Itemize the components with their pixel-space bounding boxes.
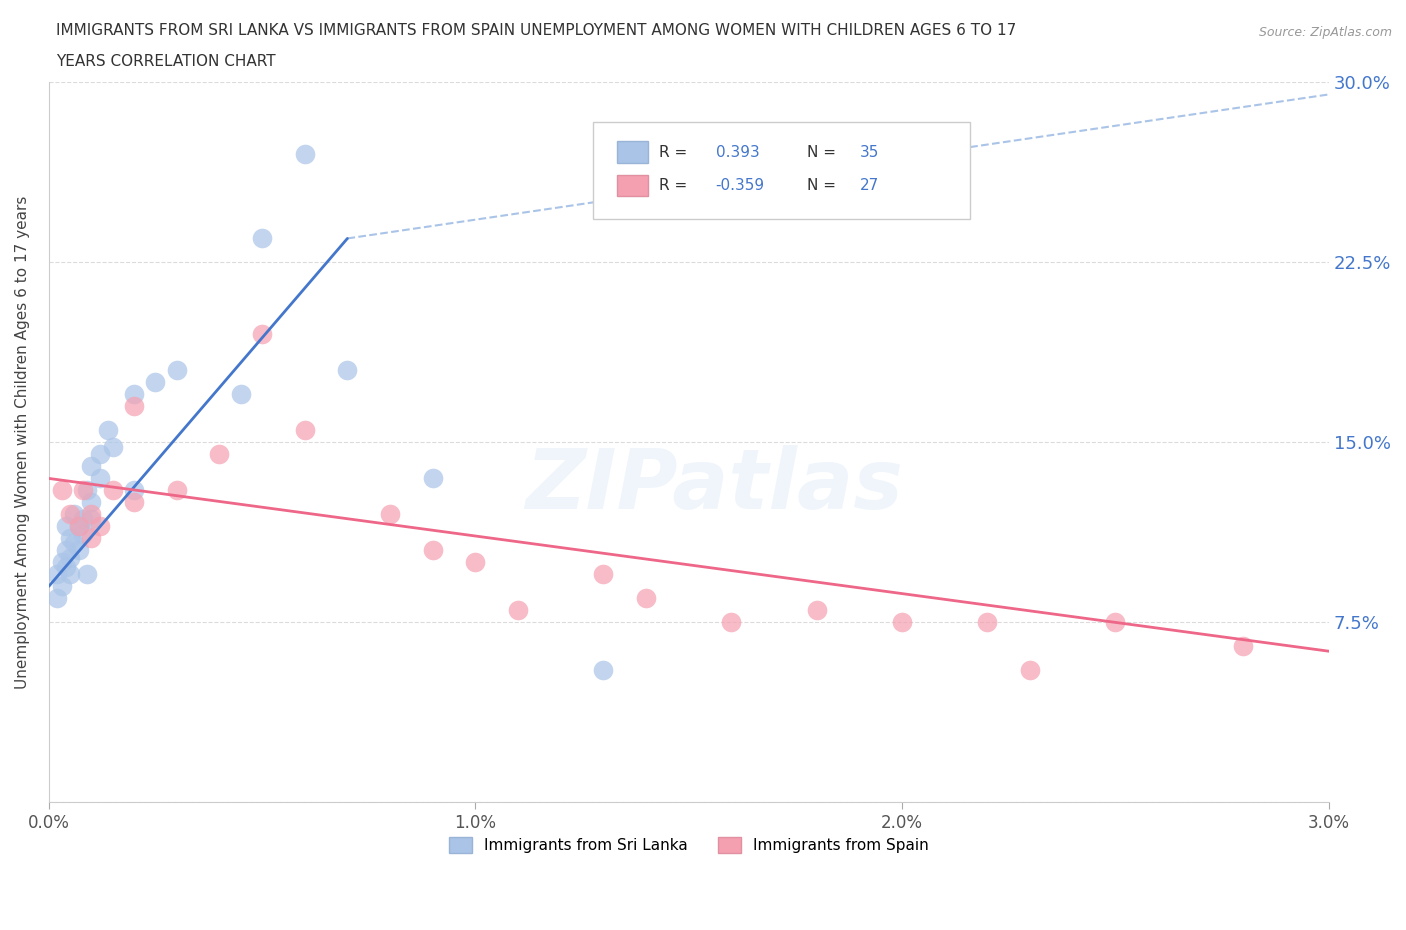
Point: [46, 567, 69, 582]
Point: [55, 543, 77, 558]
Point: [76, 567, 98, 582]
Point: [166, 483, 188, 498]
Point: [422, 471, 444, 485]
Point: [636, 591, 658, 605]
Point: [80, 507, 103, 522]
Point: [336, 363, 359, 378]
Point: [55, 560, 77, 575]
Text: R =: R =: [659, 145, 692, 160]
Point: [592, 567, 614, 582]
Point: [63, 507, 86, 522]
Text: 0.393: 0.393: [716, 145, 759, 160]
FancyBboxPatch shape: [617, 141, 648, 163]
Point: [294, 423, 316, 438]
Point: [806, 603, 828, 618]
Point: [145, 375, 167, 390]
Point: [80, 531, 103, 546]
Point: [122, 495, 145, 510]
Point: [976, 615, 998, 630]
Point: [208, 447, 231, 462]
Y-axis label: Unemployment Among Women with Children Ages 6 to 17 years: Unemployment Among Women with Children A…: [15, 195, 30, 689]
Point: [80, 459, 103, 474]
Text: N =: N =: [807, 145, 841, 160]
Point: [80, 495, 103, 510]
Point: [592, 663, 614, 678]
Point: [72, 526, 94, 541]
Point: [97, 423, 120, 438]
Text: R =: R =: [659, 178, 692, 193]
Point: [166, 363, 188, 378]
Point: [378, 507, 401, 522]
Point: [63, 536, 86, 551]
Point: [89, 447, 111, 462]
Point: [59, 531, 82, 546]
Text: Source: ZipAtlas.com: Source: ZipAtlas.com: [1258, 26, 1392, 39]
Point: [720, 615, 742, 630]
Text: 27: 27: [860, 178, 880, 193]
Point: [294, 147, 316, 162]
Point: [76, 483, 98, 498]
Point: [891, 615, 914, 630]
Point: [101, 440, 124, 455]
Point: [1104, 615, 1126, 630]
Point: [51, 579, 73, 594]
Point: [122, 399, 145, 414]
Text: ZIPatlas: ZIPatlas: [526, 445, 903, 526]
Point: [1019, 663, 1042, 678]
Point: [59, 507, 82, 522]
Point: [122, 483, 145, 498]
FancyBboxPatch shape: [617, 175, 648, 196]
Point: [59, 567, 82, 582]
Text: YEARS CORRELATION CHART: YEARS CORRELATION CHART: [56, 54, 276, 69]
Point: [67, 519, 90, 534]
Point: [506, 603, 529, 618]
Point: [46, 591, 69, 605]
Point: [250, 327, 273, 342]
Text: N =: N =: [807, 178, 841, 193]
Point: [51, 555, 73, 570]
Point: [51, 483, 73, 498]
Point: [67, 519, 90, 534]
Point: [250, 231, 273, 246]
Point: [89, 519, 111, 534]
Point: [464, 555, 486, 570]
Text: 35: 35: [860, 145, 880, 160]
Point: [229, 387, 252, 402]
Point: [72, 483, 94, 498]
Point: [59, 551, 82, 565]
Point: [67, 543, 90, 558]
Point: [89, 471, 111, 485]
Text: IMMIGRANTS FROM SRI LANKA VS IMMIGRANTS FROM SPAIN UNEMPLOYMENT AMONG WOMEN WITH: IMMIGRANTS FROM SRI LANKA VS IMMIGRANTS …: [56, 23, 1017, 38]
Point: [422, 543, 444, 558]
Legend: Immigrants from Sri Lanka, Immigrants from Spain: Immigrants from Sri Lanka, Immigrants fr…: [443, 831, 935, 859]
Point: [80, 512, 103, 526]
Point: [72, 512, 94, 526]
Point: [122, 387, 145, 402]
Text: -0.359: -0.359: [716, 178, 765, 193]
Point: [101, 483, 124, 498]
Point: [1232, 639, 1254, 654]
FancyBboxPatch shape: [593, 122, 970, 219]
Point: [55, 519, 77, 534]
